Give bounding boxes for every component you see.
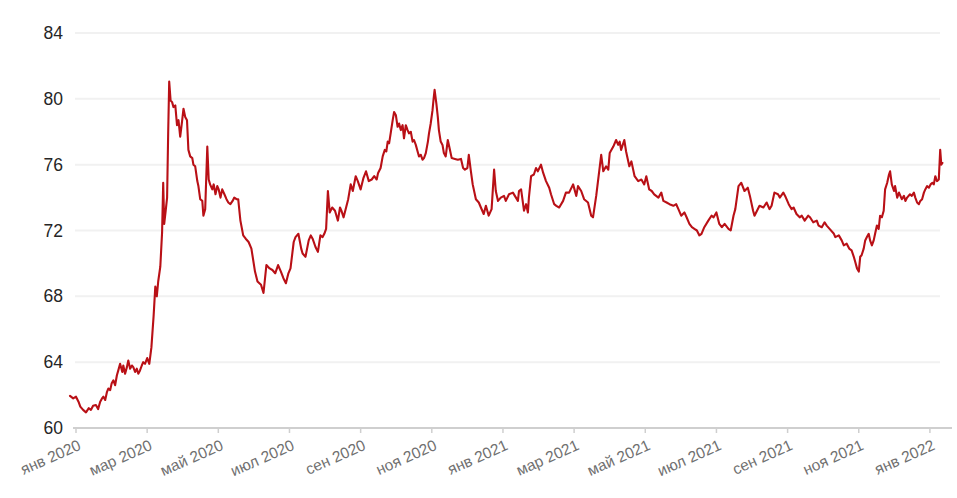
y-axis-tick-label: 80 xyxy=(44,89,64,109)
x-axis-tick-label: июл 2020 xyxy=(228,436,297,479)
x-axis-tick-label: май 2020 xyxy=(158,436,226,479)
exchange-rate-chart: 84807672686460янв 2020мар 2020май 2020ию… xyxy=(0,0,957,498)
y-axis-tick-label: 60 xyxy=(44,418,64,438)
y-axis-tick-label: 76 xyxy=(44,155,63,175)
x-axis-tick-label: ноя 2020 xyxy=(373,436,439,478)
label-layer: 84807672686460янв 2020мар 2020май 2020ию… xyxy=(18,23,937,479)
x-axis-tick-label: мар 2021 xyxy=(514,436,582,479)
x-axis-tick-label: янв 2021 xyxy=(445,436,510,478)
axis-layer xyxy=(73,428,952,433)
y-axis-tick-label: 64 xyxy=(44,352,64,372)
x-axis-tick-label: сен 2020 xyxy=(303,436,368,478)
x-axis-tick-label: янв 2020 xyxy=(18,436,84,478)
x-axis-tick-label: май 2021 xyxy=(585,436,653,479)
y-axis-tick-label: 84 xyxy=(44,23,64,43)
x-axis-tick-label: мар 2020 xyxy=(87,436,155,479)
y-axis-tick-label: 72 xyxy=(44,221,63,241)
x-axis-tick-label: сен 2021 xyxy=(730,436,795,477)
x-axis-tick-label: июл 2021 xyxy=(655,436,724,479)
x-axis-tick-label: ноя 2021 xyxy=(800,436,866,478)
y-axis-tick-label: 68 xyxy=(44,286,63,306)
line-chart: 84807672686460янв 2020мар 2020май 2020ию… xyxy=(0,0,957,498)
x-axis-tick-label: янв 2022 xyxy=(872,436,937,478)
